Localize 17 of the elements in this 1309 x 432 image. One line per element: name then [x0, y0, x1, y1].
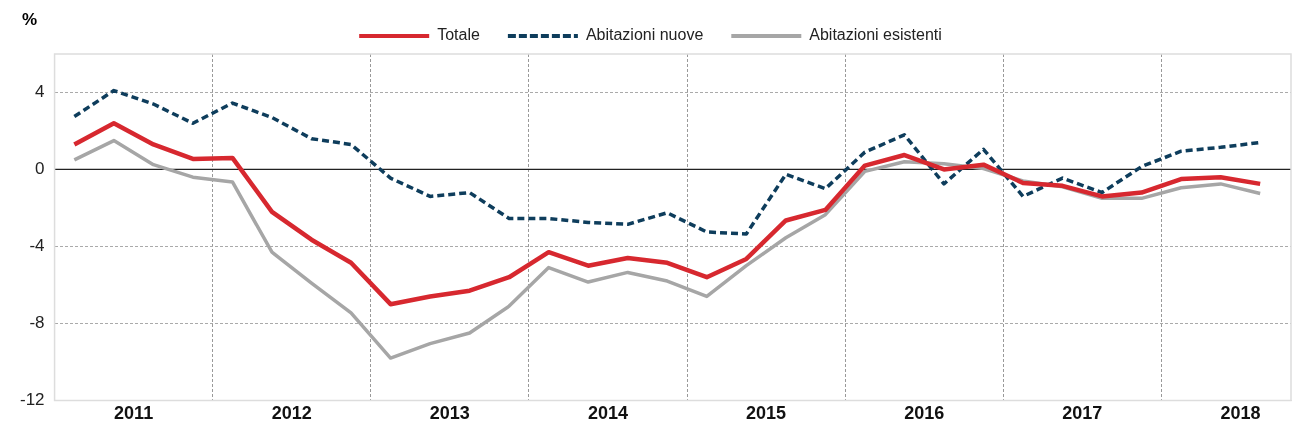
legend-label: Abitazioni esistenti [809, 26, 942, 44]
y-tick-label: 4 [35, 82, 45, 102]
x-tick-label: 2016 [904, 403, 945, 424]
y-tick-label: -4 [29, 236, 45, 256]
x-tick-label: 2018 [1220, 403, 1261, 424]
y-tick-label: 0 [35, 159, 45, 179]
x-tick-label: 2017 [1062, 403, 1103, 424]
legend-label: Totale [437, 26, 480, 44]
x-tick-label: 2015 [746, 403, 787, 424]
x-tick-label: 2012 [271, 403, 312, 424]
y-tick-label: -12 [19, 390, 45, 410]
y-tick-label: -8 [29, 313, 45, 333]
x-tick-label: 2011 [114, 403, 154, 424]
legend-label: Abitazioni nuove [585, 26, 704, 44]
x-tick-label: 2014 [587, 403, 628, 424]
y-axis-title: % [22, 10, 38, 30]
x-tick-label: 2013 [429, 403, 470, 424]
